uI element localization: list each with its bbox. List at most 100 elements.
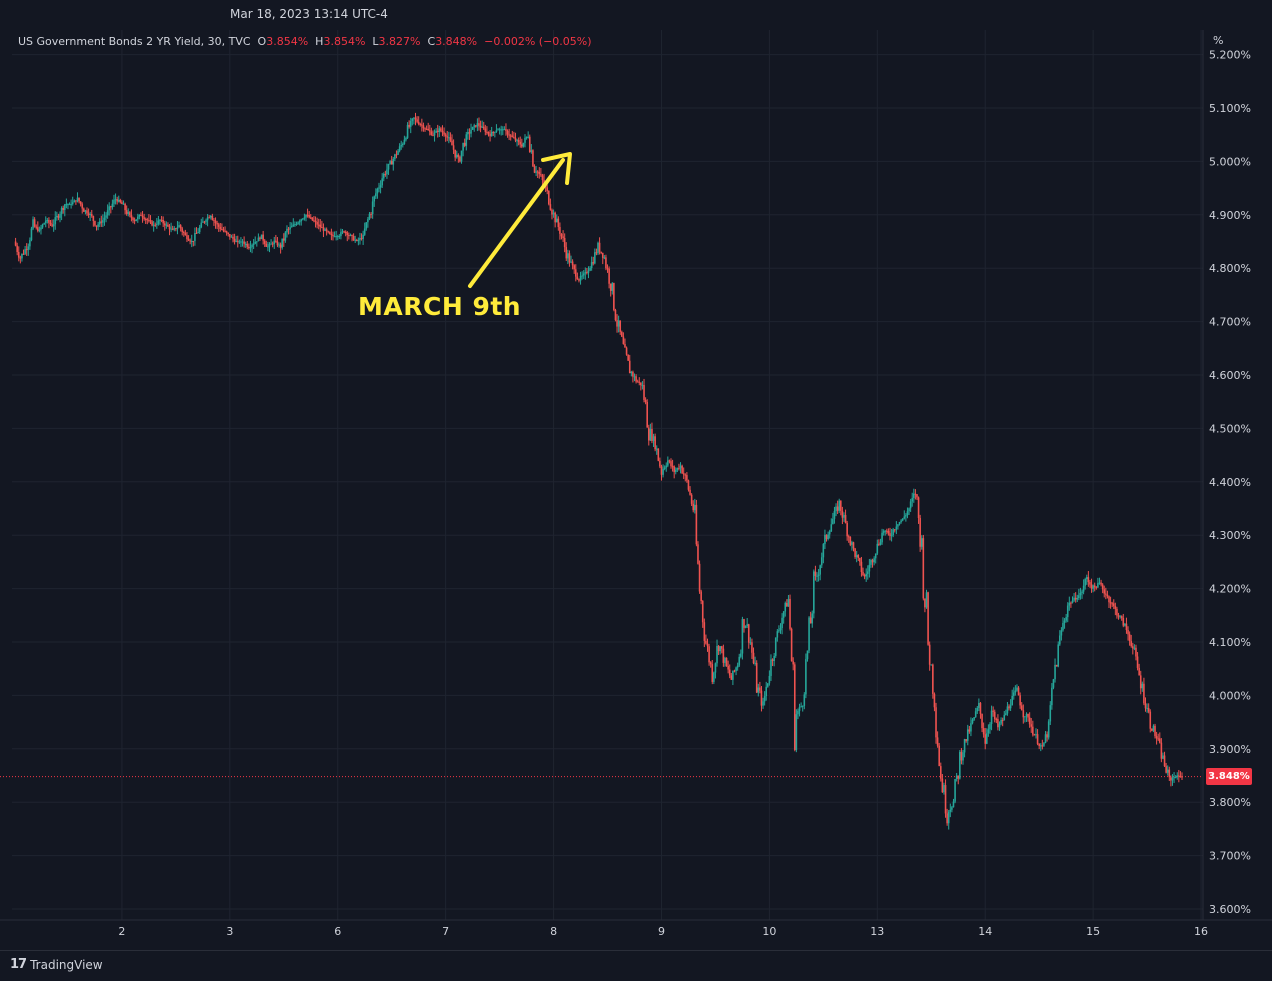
candle-down xyxy=(222,229,225,231)
candle-up xyxy=(71,202,74,205)
candle-up xyxy=(209,215,212,218)
candle-up xyxy=(273,240,276,245)
candle-down xyxy=(486,131,488,133)
candle-up xyxy=(241,241,244,243)
candle-down xyxy=(505,129,507,131)
candle-down xyxy=(1168,769,1171,778)
candle-up xyxy=(38,229,41,231)
price-chart[interactable]: 3.600% 3.700% 3.800% 3.900% 4.000% 4.100% 4.20… xyxy=(0,30,1272,950)
candle-down xyxy=(243,241,245,244)
candle-down xyxy=(727,666,729,670)
candle-down xyxy=(441,130,444,133)
candle-down xyxy=(647,427,650,441)
tradingview-logo[interactable]: 17 TradingView xyxy=(10,957,103,972)
candle-up xyxy=(817,574,820,576)
candle-up xyxy=(290,226,293,228)
candle-up xyxy=(194,232,196,241)
candle-down xyxy=(1120,616,1123,618)
candle-down xyxy=(83,208,85,212)
candle-down xyxy=(184,233,187,236)
candle-down xyxy=(968,729,971,732)
candle-up xyxy=(403,139,406,144)
candle-down xyxy=(671,466,674,468)
candle-down xyxy=(924,598,926,608)
y-tick-label: 5.100% xyxy=(1209,102,1251,115)
candle-down xyxy=(330,233,333,236)
candle-down xyxy=(847,536,850,538)
candle-up xyxy=(584,272,587,274)
candle-down xyxy=(263,240,266,244)
candle-up xyxy=(400,145,403,147)
candle-up xyxy=(298,221,301,223)
candle-up xyxy=(473,125,476,127)
candle-down xyxy=(682,473,685,475)
candle-up xyxy=(378,187,380,189)
candle-down xyxy=(360,237,363,239)
candle-down xyxy=(695,504,698,545)
time-axis[interactable]: 23678910131415161721:00 xyxy=(118,925,1272,938)
candle-down xyxy=(1001,720,1004,722)
candle-up xyxy=(768,675,771,684)
candle-up xyxy=(1049,705,1052,722)
candle-up xyxy=(70,204,72,206)
candle-up xyxy=(1085,577,1088,579)
candle-up xyxy=(292,224,295,227)
candle-down xyxy=(229,234,231,237)
candle-down xyxy=(646,402,648,428)
candle-down xyxy=(451,140,453,146)
candle-down xyxy=(528,136,531,152)
candle-down xyxy=(563,237,566,248)
price-unit: % xyxy=(1213,34,1224,47)
candle-up xyxy=(381,178,383,186)
candle-up xyxy=(555,218,558,223)
candle-down xyxy=(416,119,418,122)
candle-down xyxy=(1032,726,1034,735)
candle-up xyxy=(746,624,748,626)
candle-down xyxy=(482,126,485,129)
candle-up xyxy=(470,129,472,134)
candle-up xyxy=(284,232,287,241)
candle-up xyxy=(719,646,721,652)
candle-up xyxy=(235,240,237,242)
candle-down xyxy=(148,220,150,222)
candle-up xyxy=(108,206,111,211)
candle-up xyxy=(851,542,853,545)
candle-down xyxy=(565,247,568,259)
candle-down xyxy=(614,309,617,321)
candle-up xyxy=(1133,647,1136,649)
candle-up xyxy=(371,201,374,215)
candle-up xyxy=(460,150,463,162)
candle-up xyxy=(808,617,810,651)
x-tick-label: 13 xyxy=(870,925,884,938)
candle-down xyxy=(540,174,542,176)
candle-up xyxy=(249,247,252,249)
candle-down xyxy=(317,224,320,226)
candle-up xyxy=(89,214,91,216)
candle-up xyxy=(989,723,991,730)
candle-down xyxy=(508,134,510,136)
candle-down xyxy=(1132,646,1134,649)
candle-down xyxy=(506,130,509,135)
candle-down xyxy=(1127,630,1129,635)
candle-down xyxy=(916,494,918,498)
annotation-arrow xyxy=(468,152,572,288)
candle-down xyxy=(628,360,631,374)
candle-up xyxy=(986,733,988,744)
candle-up xyxy=(111,203,114,208)
candle-up xyxy=(966,729,969,741)
candle-up xyxy=(476,123,479,127)
candle-up xyxy=(1071,600,1074,603)
candle-up xyxy=(797,710,799,715)
candle-up xyxy=(354,239,356,241)
candle-down xyxy=(92,216,95,222)
candle-down xyxy=(709,662,712,665)
candle-up xyxy=(302,218,304,220)
candle-up xyxy=(897,524,899,527)
candle-up xyxy=(1176,775,1179,777)
symbol-name[interactable]: US Government Bonds 2 YR Yield, 30, TVC xyxy=(18,35,251,48)
candle-up xyxy=(435,130,437,133)
candle-down xyxy=(809,617,812,624)
price-axis[interactable]: 3.600% 3.700% 3.800% 3.900% 4.000% 4.100% 4.20… xyxy=(1209,49,1251,916)
candle-up xyxy=(1119,616,1121,618)
candle-down xyxy=(1070,602,1072,604)
